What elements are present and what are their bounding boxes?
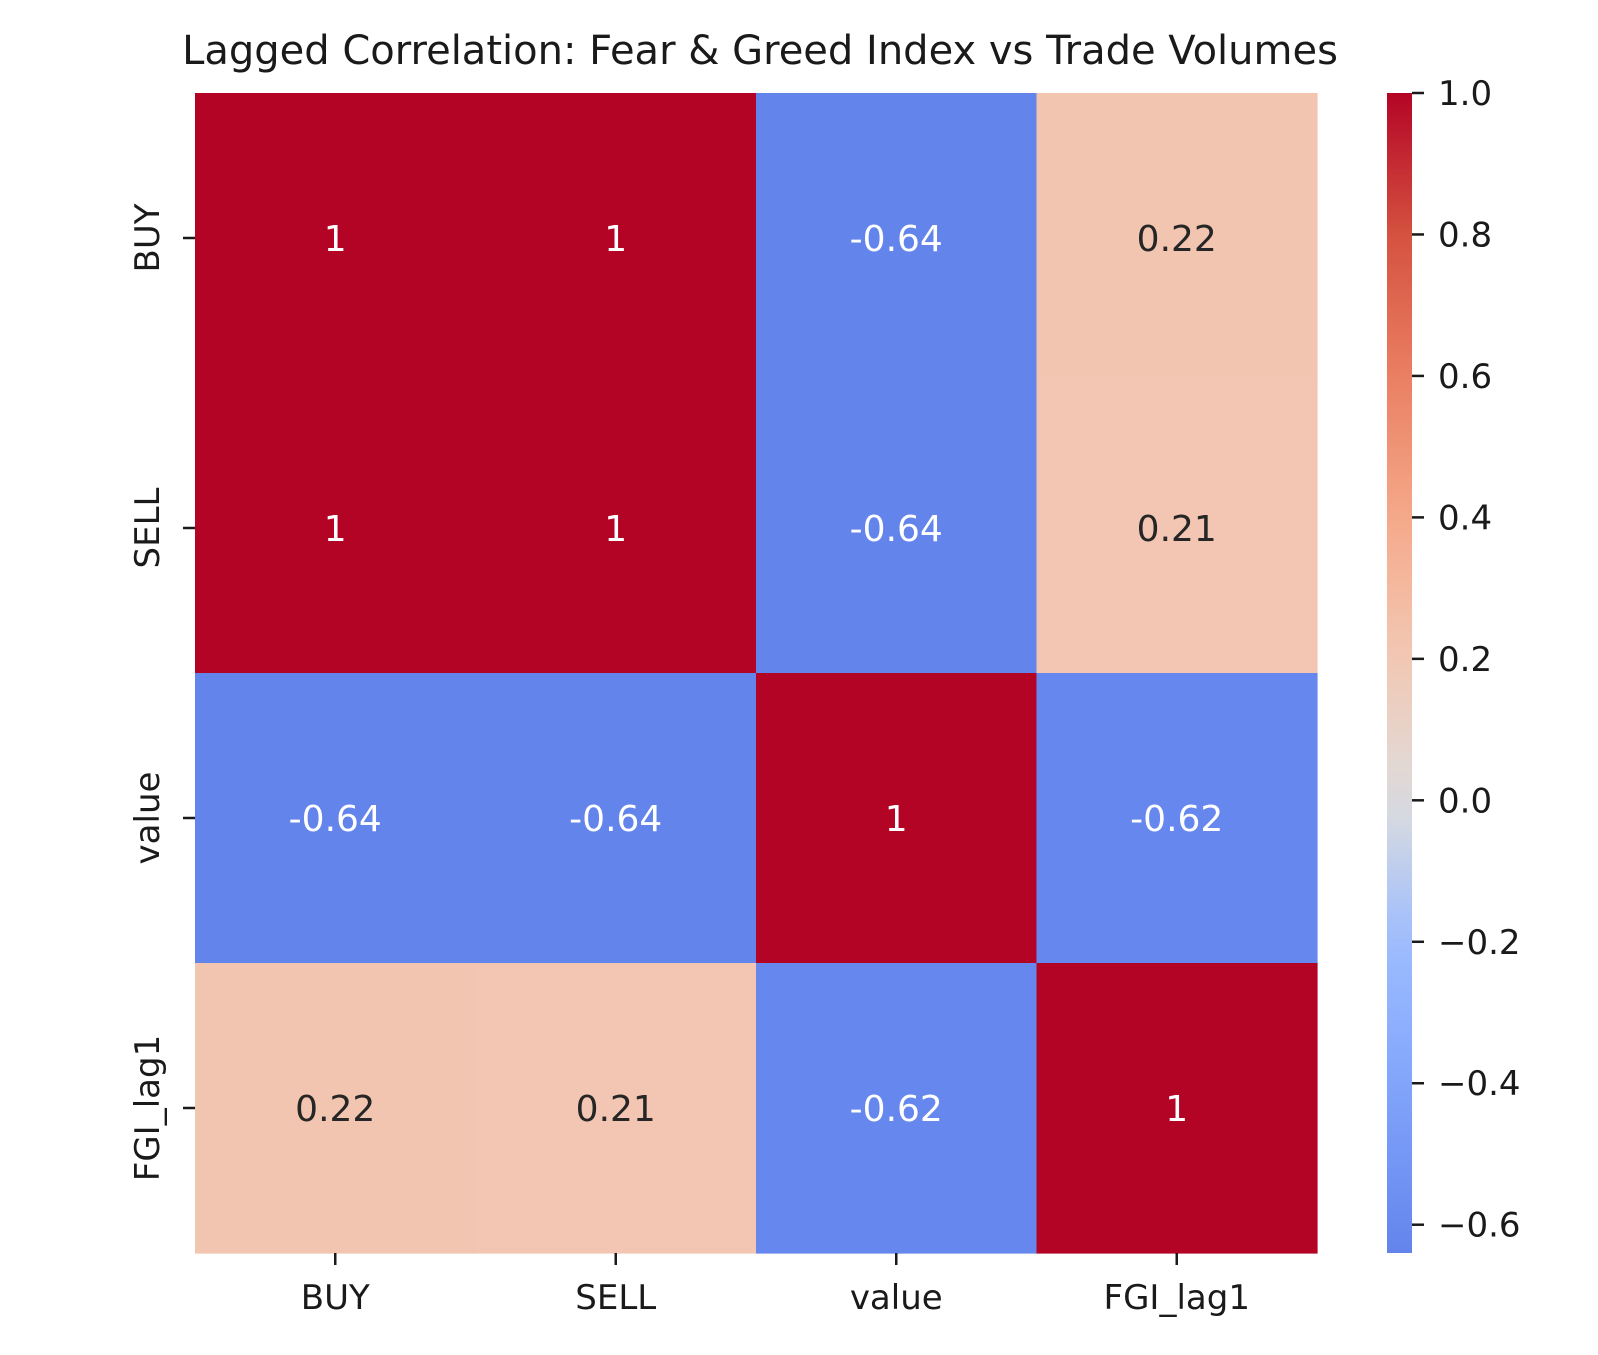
colorbar-tick-label-8: −0.6 bbox=[1438, 1206, 1521, 1246]
cell-label-2-2: 1 bbox=[885, 799, 908, 840]
cell-label-0-3: 0.22 bbox=[1137, 219, 1217, 260]
heatmap-cell-0-2 bbox=[756, 93, 1038, 384]
colorbar-tick-label-6: −0.2 bbox=[1438, 923, 1521, 963]
cell-label-2-0: -0.64 bbox=[289, 799, 382, 840]
heatmap-cell-1-3 bbox=[1036, 383, 1318, 674]
y-tick-label-0: BUY bbox=[128, 203, 168, 272]
heatmap-cell-labels: 1 1 -0.64 0.22 1 1 -0.64 0.21 -0.64 -0.64 1 -0.62 0.… bbox=[289, 219, 1224, 1130]
cell-label-1-0: 1 bbox=[324, 509, 347, 550]
heatmap-cell-1-0 bbox=[195, 383, 477, 674]
heatmap-cell-0-3 bbox=[1036, 93, 1318, 384]
x-tick-label-1: SELL bbox=[575, 1278, 656, 1318]
cell-label-2-1: -0.64 bbox=[569, 799, 662, 840]
colorbar-tick-label-5: 0.0 bbox=[1438, 781, 1492, 821]
y-tick-label-2: value bbox=[128, 772, 168, 865]
x-axis: BUY SELL value FGI_lag1 bbox=[301, 1253, 1250, 1318]
colorbar-tick-label-2: 0.6 bbox=[1438, 357, 1492, 397]
cell-label-1-2: -0.64 bbox=[850, 509, 943, 550]
chart-title: Lagged Correlation: Fear & Greed Index v… bbox=[182, 28, 1338, 74]
y-tick-label-1: SELL bbox=[128, 487, 168, 568]
heatmap-cell-1-1 bbox=[475, 383, 757, 674]
x-tick-label-2: value bbox=[850, 1278, 943, 1318]
cell-label-3-3: 1 bbox=[1165, 1089, 1188, 1130]
heatmap-cells bbox=[195, 93, 1318, 1254]
cell-label-0-0: 1 bbox=[324, 219, 347, 260]
heatmap-cell-0-0 bbox=[195, 93, 477, 384]
cell-label-3-2: -0.62 bbox=[850, 1089, 943, 1130]
heatmap-cell-3-0 bbox=[195, 963, 477, 1254]
colorbar-tick-label-4: 0.2 bbox=[1438, 640, 1492, 680]
cell-label-1-3: 0.21 bbox=[1137, 509, 1217, 550]
heatmap-cell-3-1 bbox=[475, 963, 757, 1254]
x-tick-label-3: FGI_lag1 bbox=[1104, 1278, 1250, 1318]
cell-label-3-0: 0.22 bbox=[295, 1089, 375, 1130]
heatmap-cell-2-3 bbox=[1036, 673, 1318, 964]
heatmap-cell-2-2 bbox=[756, 673, 1038, 964]
cell-label-0-2: -0.64 bbox=[850, 219, 943, 260]
colorbar: 1.0 0.8 0.6 0.4 0.2 0.0 −0.2 −0.4 −0.6 bbox=[1387, 74, 1521, 1253]
heatmap-cell-2-1 bbox=[475, 673, 757, 964]
colorbar-gradient bbox=[1387, 93, 1412, 1253]
cell-label-0-1: 1 bbox=[604, 219, 627, 260]
colorbar-tick-label-1: 0.8 bbox=[1438, 215, 1492, 255]
heatmap-cell-0-1 bbox=[475, 93, 757, 384]
y-tick-label-3: FGI_lag1 bbox=[128, 1035, 168, 1181]
colorbar-tick-label-7: −0.4 bbox=[1438, 1064, 1521, 1104]
cell-label-3-1: 0.21 bbox=[576, 1089, 656, 1130]
x-tick-label-0: BUY bbox=[301, 1278, 370, 1318]
heatmap-cell-3-3 bbox=[1036, 963, 1318, 1254]
heatmap-cell-2-0 bbox=[195, 673, 477, 964]
colorbar-tick-label-3: 0.4 bbox=[1438, 498, 1492, 538]
heatmap-cell-3-2 bbox=[756, 963, 1038, 1254]
heatmap-cell-1-2 bbox=[756, 383, 1038, 674]
cell-label-1-1: 1 bbox=[604, 509, 627, 550]
colorbar-tick-label-0: 1.0 bbox=[1438, 74, 1492, 114]
y-axis: BUY SELL value FGI_lag1 bbox=[128, 203, 195, 1181]
cell-label-2-3: -0.62 bbox=[1130, 799, 1223, 840]
